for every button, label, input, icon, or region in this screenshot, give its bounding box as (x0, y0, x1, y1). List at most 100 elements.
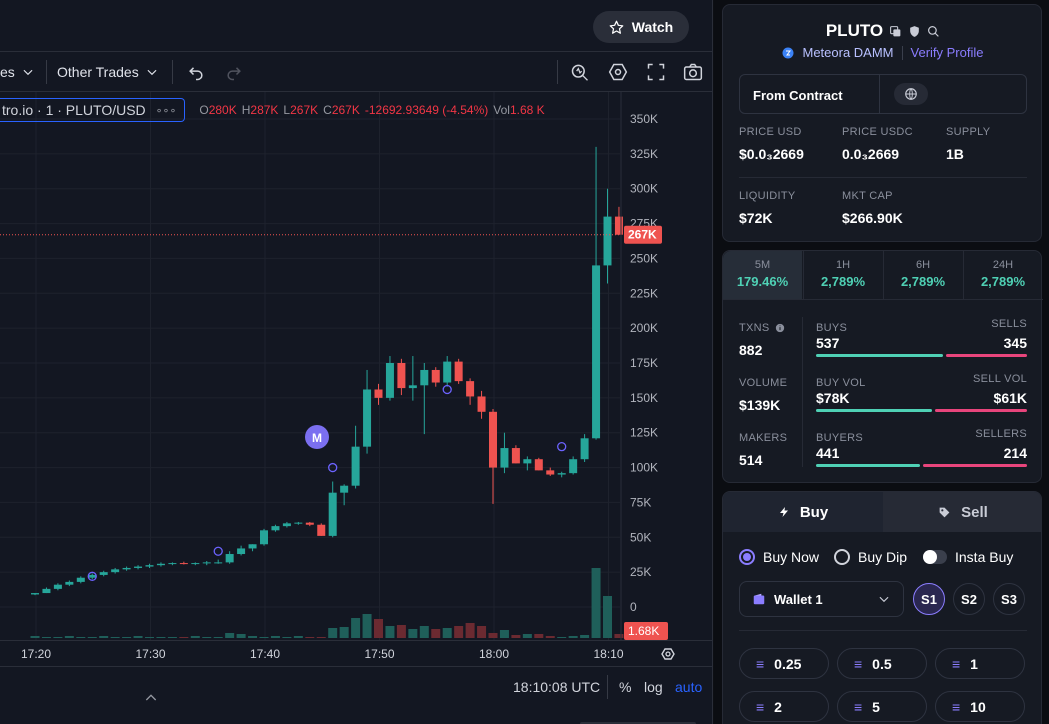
open-label: O (199, 103, 209, 117)
candle-up (351, 446, 360, 486)
camera-icon[interactable] (683, 62, 703, 82)
amount-0-5-button[interactable]: ≡ 0.5 (837, 648, 927, 679)
settings-icon[interactable] (608, 62, 628, 82)
indicator-templates-icon[interactable] (570, 62, 590, 82)
fullscreen-icon[interactable] (646, 62, 666, 82)
amount-1-button[interactable]: ≡ 1 (935, 648, 1025, 679)
sol-icon: ≡ (756, 655, 765, 672)
copy-icon[interactable] (889, 25, 902, 38)
price-usd-value: $0.0₃2669 (739, 146, 804, 162)
auto-toggle[interactable]: auto (675, 679, 703, 695)
candle-up (408, 385, 417, 389)
volume-label: VOLUME (739, 377, 788, 389)
chevron-up-icon[interactable] (143, 690, 159, 706)
website-button[interactable] (894, 83, 928, 105)
candle-down (454, 361, 463, 382)
volume-bar-up (580, 635, 590, 638)
volume-bar-up (41, 637, 51, 638)
tab-6h[interactable]: 6H 2,789% (883, 251, 962, 299)
symbol-selector[interactable]: tro.io · 1 · PLUTO/USD ∘∘∘ (0, 98, 186, 122)
buy-dip-radio[interactable] (834, 549, 850, 565)
search-icon[interactable] (927, 25, 940, 38)
volume-bar-up (236, 634, 246, 638)
candle-up (282, 523, 291, 527)
volume-bar-up (351, 618, 361, 638)
amount-label: 5 (872, 698, 880, 715)
candle-up (569, 459, 578, 474)
buy-now-option[interactable]: Buy Now (739, 549, 819, 565)
buy-now-radio[interactable] (739, 549, 755, 565)
preset-s3-button[interactable]: S3 (993, 583, 1025, 615)
time-tick: 17:40 (250, 647, 280, 661)
dex-divider (901, 45, 903, 60)
price-chart[interactable]: M 350K325K300K275K250K225K200K175K150K12… (0, 92, 713, 640)
buy-tab[interactable]: Buy (723, 492, 883, 532)
price-tick: 150K (630, 391, 658, 405)
shield-icon[interactable] (908, 25, 921, 38)
trade-marker (557, 442, 567, 452)
info-icon[interactable] (775, 323, 785, 333)
sellers-bar (923, 464, 1027, 467)
wallet-selector[interactable]: Wallet 1 (739, 581, 904, 617)
candle-down (477, 396, 486, 412)
candle-up (603, 216, 612, 266)
more-options-icon[interactable]: ∘∘∘ (155, 104, 177, 117)
dex-label[interactable]: Meteora DAMM (802, 45, 894, 60)
volume-bar-down (179, 637, 189, 638)
from-contract-label[interactable]: From Contract (753, 88, 843, 103)
sell-tab[interactable]: Sell (883, 492, 1041, 532)
utc-clock[interactable]: 18:10:08 UTC (513, 679, 601, 695)
open-value: 280K (208, 103, 237, 117)
other-trades-dropdown[interactable]: Other Trades (57, 52, 159, 92)
insta-buy-option[interactable]: Insta Buy (923, 549, 1013, 565)
wallet-label: Wallet 1 (774, 591, 823, 607)
preset-s1-button[interactable]: S1 (913, 583, 945, 615)
bottom-panel-toggle[interactable] (0, 694, 712, 724)
candle-up (202, 562, 211, 564)
log-toggle[interactable]: log (644, 679, 663, 695)
amount-2-button[interactable]: ≡ 2 (739, 691, 829, 722)
preset-s2-button[interactable]: S2 (953, 583, 985, 615)
buy-tab-label: Buy (799, 503, 829, 521)
tab-1h-label: 1H (835, 259, 851, 271)
price-tick: 250K (630, 251, 658, 265)
verify-profile-link[interactable]: Verify Profile (910, 45, 984, 60)
makers-value: 514 (739, 452, 763, 468)
amount-0-25-button[interactable]: ≡ 0.25 (739, 648, 829, 679)
volume-bar-up (213, 637, 223, 638)
insta-buy-toggle[interactable] (923, 550, 947, 564)
watch-button[interactable]: Watch (593, 11, 689, 43)
contract-row: From Contract (739, 74, 1027, 114)
sol-icon: ≡ (952, 698, 961, 715)
status-divider (607, 675, 608, 699)
chevron-down-icon (23, 69, 33, 76)
candle-up (557, 473, 566, 475)
time-tick: 17:30 (135, 647, 165, 661)
volume-bar-down (545, 636, 555, 638)
tab-5m-change: 179.46% (736, 274, 789, 289)
redo-icon[interactable] (224, 62, 244, 82)
buy-sell-volume-row: BUY VOL SELL VOL $78K $61K (816, 373, 1027, 412)
chart-toolbar: es Other Trades (0, 52, 712, 92)
amount-10-button[interactable]: ≡ 10 (935, 691, 1025, 722)
volume-bar-down (614, 634, 624, 638)
candle-up (592, 265, 601, 439)
volume-value: 1.68 K (509, 103, 545, 117)
amount-5-button[interactable]: ≡ 5 (837, 691, 927, 722)
indicators-dropdown[interactable]: es (0, 52, 35, 92)
tab-5m[interactable]: 5M 179.46% (723, 251, 802, 299)
volume-bar-up (167, 637, 177, 638)
amount-label: 2 (774, 698, 782, 715)
buyers-value: 441 (816, 445, 840, 461)
candle-up (237, 548, 246, 555)
scroll-handle[interactable] (580, 722, 696, 724)
volume-bar-up (110, 637, 120, 638)
stats-card: 5M 179.46% 1H 2,789% 6H 2,789% 24H 2,789… (722, 250, 1043, 483)
tab-24h[interactable]: 24H 2,789% (963, 251, 1042, 299)
percent-toggle[interactable]: % (619, 679, 632, 695)
price-tick: 350K (630, 112, 658, 126)
undo-icon[interactable] (186, 62, 206, 82)
tab-1h[interactable]: 1H 2,789% (803, 251, 882, 299)
time-tick: 18:00 (479, 647, 509, 661)
buy-dip-option[interactable]: Buy Dip (834, 549, 907, 565)
